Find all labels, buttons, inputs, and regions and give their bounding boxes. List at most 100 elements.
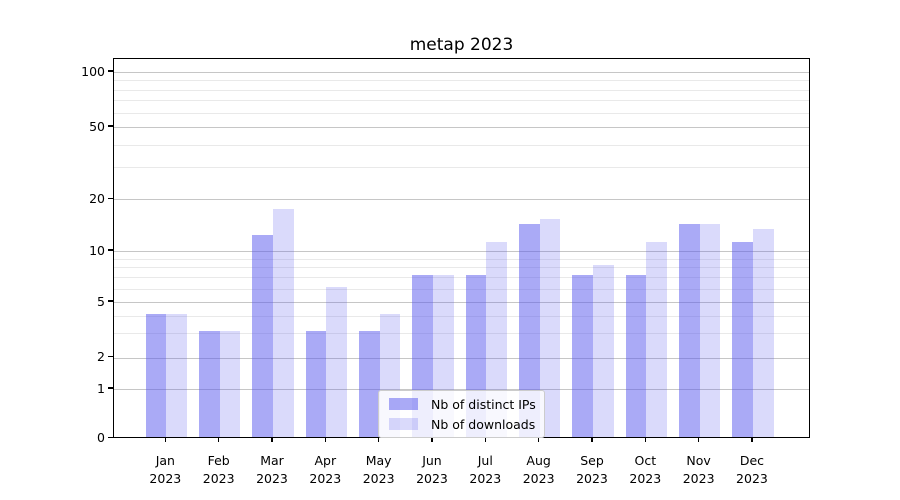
- legend-label-downloads: Nb of downloads: [431, 416, 536, 432]
- bar-aug-downloads: [539, 218, 561, 437]
- y-tick-label: 0: [97, 430, 105, 445]
- y-tick-mark: [108, 70, 113, 72]
- bar-nov-ips: [678, 223, 700, 437]
- x-tick-label-may: May 2023: [349, 452, 409, 487]
- x-tick-month: Sep: [580, 453, 604, 468]
- y-tick-label: 100: [81, 63, 105, 79]
- x-tick-label-jun: Jun 2023: [402, 452, 462, 487]
- x-tick-year: 2023: [149, 470, 182, 486]
- y-tick-mark: [108, 125, 113, 127]
- bar-sep-ips: [572, 275, 593, 437]
- y-tick-label: 50: [89, 118, 105, 134]
- x-tick-mark: [431, 437, 433, 442]
- gridline-major: [114, 127, 809, 128]
- x-tick-month: May: [365, 453, 392, 468]
- y-tick-label: 2: [97, 349, 105, 365]
- gridline-major: [114, 302, 809, 303]
- x-tick-month: Apr: [314, 453, 337, 468]
- x-tick-month: Aug: [526, 453, 551, 468]
- bar-aug-ips: [518, 223, 540, 437]
- bar-sep-downloads: [592, 265, 614, 437]
- gridline-minor: [114, 100, 809, 102]
- x-tick-label-aug: Aug 2023: [509, 452, 569, 487]
- x-tick-year: 2023: [576, 470, 608, 486]
- chart-title: metap 2023: [409, 35, 514, 55]
- x-tick-month: Dec: [739, 453, 765, 468]
- legend-swatch-distinct-ips: [389, 398, 418, 410]
- bar-nov-downloads: [699, 223, 721, 437]
- gridline-minor: [114, 333, 809, 335]
- gridline-minor: [114, 144, 809, 146]
- gridline-major: [114, 72, 809, 73]
- x-tick-mark: [164, 437, 166, 442]
- legend-item-downloads: Nb of downloads: [389, 416, 536, 432]
- plot-area: [113, 58, 810, 438]
- x-tick-year: 2023: [309, 470, 342, 486]
- x-tick-mark: [591, 437, 593, 442]
- x-tick-year: 2023: [522, 470, 555, 486]
- x-tick-label-apr: Apr 2023: [295, 452, 355, 487]
- bar-mar-ips: [252, 235, 273, 437]
- y-tick-label: 10: [89, 242, 105, 258]
- x-tick-mark: [324, 437, 326, 442]
- bar-dec-ips: [732, 241, 753, 437]
- x-tick-mark: [644, 437, 646, 442]
- gridline-major: [114, 357, 809, 359]
- x-tick-month: Feb: [207, 453, 230, 468]
- gridline-major: [114, 251, 809, 252]
- gridline-minor: [114, 315, 809, 317]
- x-tick-mark: [218, 437, 220, 442]
- x-tick-label-dec: Dec 2023: [722, 452, 782, 487]
- x-tick-mark: [751, 437, 753, 442]
- x-tick-label-jan: Jan 2023: [135, 452, 195, 487]
- x-tick-year: 2023: [469, 470, 502, 486]
- x-tick-label-sep: Sep 2023: [562, 452, 622, 487]
- y-tick-mark: [108, 436, 113, 439]
- x-tick-mark: [484, 437, 486, 442]
- x-tick-year: 2023: [362, 470, 395, 486]
- x-tick-year: 2023: [202, 470, 235, 486]
- y-tick-label: 5: [97, 293, 105, 309]
- bar-may-ips: [358, 331, 380, 437]
- y-tick-mark: [108, 387, 113, 389]
- bar-apr-ips: [305, 331, 327, 437]
- gridline-minor: [114, 89, 809, 91]
- x-tick-month: Nov: [686, 453, 711, 468]
- x-tick-year: 2023: [736, 470, 768, 486]
- y-tick-mark: [108, 356, 113, 358]
- x-tick-month: Oct: [634, 453, 657, 468]
- y-tick-label: 1: [97, 380, 105, 396]
- x-tick-month: Jan: [155, 453, 175, 468]
- bar-oct-downloads: [646, 241, 668, 437]
- legend-swatch-downloads: [389, 418, 418, 430]
- legend-label-distinct-ips: Nb of distinct IPs: [431, 396, 536, 412]
- bar-mar-downloads: [272, 209, 294, 437]
- x-tick-month: Jun: [422, 453, 442, 468]
- bar-jan-downloads: [166, 313, 188, 437]
- x-tick-month: Mar: [260, 453, 284, 468]
- y-tick-mark: [108, 300, 113, 302]
- x-tick-mark: [538, 437, 540, 442]
- y-tick-mark: [108, 249, 113, 251]
- gridline-major: [114, 389, 809, 390]
- bar-apr-downloads: [326, 286, 348, 437]
- x-tick-year: 2023: [629, 470, 662, 486]
- gridline-minor: [114, 80, 809, 82]
- gridline-minor: [114, 277, 809, 279]
- x-tick-year: 2023: [682, 470, 715, 486]
- bar-jul-downloads: [486, 241, 508, 437]
- x-tick-label-nov: Nov 2023: [669, 452, 729, 487]
- bar-jan-ips: [145, 313, 167, 437]
- x-tick-label-mar: Mar 2023: [242, 452, 302, 487]
- x-tick-label-feb: Feb 2023: [189, 452, 249, 487]
- gridline-minor: [114, 167, 809, 169]
- x-tick-mark: [698, 437, 700, 442]
- legend-item-distinct-ips: Nb of distinct IPs: [389, 396, 536, 412]
- gridline-minor: [114, 288, 809, 290]
- x-tick-year: 2023: [416, 470, 448, 486]
- bar-feb-downloads: [219, 331, 241, 437]
- gridline-minor: [114, 258, 809, 260]
- gridline-minor: [114, 112, 809, 114]
- x-tick-mark: [378, 437, 380, 442]
